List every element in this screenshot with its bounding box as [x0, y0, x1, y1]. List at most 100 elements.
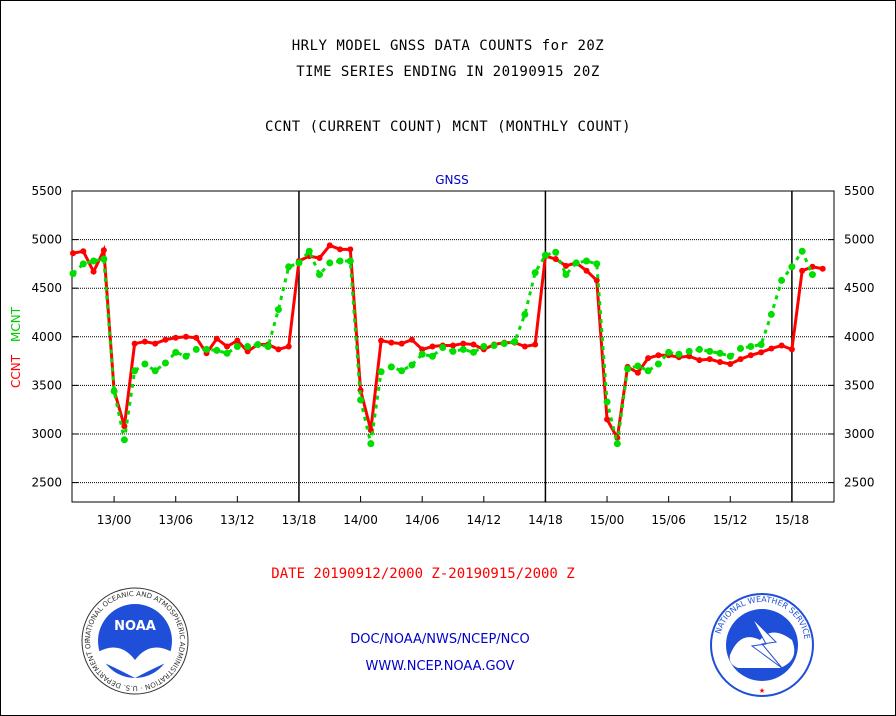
y-tick-label-right: 4500: [844, 281, 875, 295]
header-subtitle: CCNT (CURRENT COUNT) MCNT (MONTHLY COUNT…: [264, 119, 632, 135]
data-point-mcnt: [572, 259, 580, 267]
data-point-ccnt: [727, 360, 734, 367]
x-tick-label: 15/00: [590, 513, 625, 527]
data-point-mcnt: [418, 350, 426, 358]
data-point-ccnt: [419, 346, 426, 353]
x-tick-label: 15/12: [713, 513, 748, 527]
data-point-ccnt: [152, 340, 159, 347]
data-point-mcnt: [131, 367, 139, 375]
data-point-mcnt: [100, 255, 108, 263]
nws-logo: NATIONAL WEATHER SERVICE ★: [710, 593, 814, 697]
data-point-mcnt: [387, 363, 395, 371]
data-point-mcnt: [716, 349, 724, 357]
website-link[interactable]: WWW.NCEP.NOAA.GOV: [365, 659, 515, 674]
header-title-line1: HRLY MODEL GNSS DATA COUNTS for 20Z: [291, 38, 605, 54]
data-point-ccnt: [593, 277, 600, 284]
data-point-mcnt: [192, 345, 200, 353]
data-point-ccnt: [788, 346, 795, 353]
y-axis-label-mcnt: MCNT: [9, 306, 23, 342]
data-point-mcnt: [223, 349, 231, 357]
data-point-ccnt: [634, 369, 641, 376]
y-tick-label-left: 3000: [31, 427, 62, 441]
data-point-mcnt: [480, 343, 488, 350]
data-point-mcnt: [757, 341, 765, 349]
data-point-mcnt: [459, 345, 467, 353]
date-range: DATE 20190912/2000 Z-20190915/2000 Z: [271, 566, 575, 582]
data-point-ccnt: [686, 353, 693, 360]
data-point-ccnt: [747, 352, 754, 359]
data-point-mcnt: [295, 259, 303, 267]
data-point-ccnt: [532, 341, 539, 348]
data-point-ccnt: [90, 268, 97, 275]
data-point-mcnt: [244, 343, 252, 350]
y-tick-label-right: 3000: [844, 427, 875, 441]
data-point-mcnt: [675, 350, 683, 358]
data-point-ccnt: [378, 337, 385, 344]
data-point-mcnt: [367, 440, 375, 448]
data-point-ccnt: [583, 267, 590, 274]
data-point-mcnt: [531, 269, 539, 277]
data-point-mcnt: [285, 263, 293, 271]
data-point-ccnt: [521, 343, 528, 350]
data-point-ccnt: [758, 349, 765, 356]
data-point-ccnt: [316, 255, 323, 262]
x-tick-label: 15/18: [775, 513, 810, 527]
data-point-ccnt: [450, 342, 456, 349]
y-tick-label-left: 4500: [31, 281, 62, 295]
data-point-mcnt: [511, 338, 519, 346]
y-tick-label-right: 4000: [844, 330, 875, 344]
data-point-mcnt: [233, 343, 241, 350]
data-point-mcnt: [808, 271, 816, 279]
x-tick-label: 13/00: [97, 513, 132, 527]
nws-star-icon: ★: [759, 685, 765, 696]
data-point-mcnt: [490, 342, 498, 350]
data-point-ccnt: [224, 343, 231, 350]
x-tick-label: 14/12: [467, 513, 502, 527]
data-point-ccnt: [121, 423, 128, 430]
x-tick-label: 13/12: [220, 513, 255, 527]
data-point-mcnt: [552, 248, 560, 256]
data-point-mcnt: [798, 247, 806, 255]
data-point-mcnt: [470, 348, 478, 356]
data-point-mcnt: [603, 398, 611, 406]
data-point-mcnt: [665, 348, 673, 356]
data-point-mcnt: [726, 352, 734, 360]
data-point-ccnt: [182, 333, 189, 340]
data-point-ccnt: [696, 357, 703, 364]
data-point-mcnt: [747, 343, 755, 350]
axis-labels: 2500 2500 3000 3000 3500 3500 4000 4000 4500 4500…: [31, 184, 874, 527]
y-tick-label-right: 5000: [844, 233, 875, 247]
data-point-mcnt: [213, 346, 221, 354]
data-point-mcnt: [439, 343, 447, 351]
y-tick-label-right: 2500: [844, 476, 875, 490]
data-point-mcnt: [644, 367, 652, 375]
data-point-mcnt: [110, 387, 118, 395]
y-tick-label-right: 5500: [844, 184, 875, 198]
data-point-mcnt: [357, 396, 365, 404]
data-point-ccnt: [234, 337, 241, 344]
data-point-ccnt: [388, 339, 395, 346]
data-point-mcnt: [203, 345, 211, 353]
data-point-ccnt: [778, 342, 785, 349]
y-tick-label-left: 2500: [31, 476, 62, 490]
data-point-mcnt: [326, 259, 334, 267]
data-point-mcnt: [788, 263, 796, 271]
data-point-ccnt: [819, 265, 826, 272]
data-point-ccnt: [398, 340, 405, 347]
data-point-ccnt: [408, 336, 415, 343]
data-point-ccnt: [213, 335, 220, 342]
data-point-ccnt: [244, 348, 251, 355]
data-point-mcnt: [593, 260, 601, 268]
y-tick-label-left: 5000: [31, 233, 62, 247]
data-point-ccnt: [275, 346, 282, 353]
data-point-mcnt: [778, 276, 786, 284]
data-point-ccnt: [141, 338, 148, 345]
data-point-mcnt: [521, 310, 529, 318]
data-point-ccnt: [326, 242, 333, 249]
data-point-mcnt: [737, 344, 745, 352]
data-point-ccnt: [172, 334, 179, 341]
data-point-mcnt: [315, 271, 323, 279]
data-point-mcnt: [767, 310, 775, 318]
data-point-ccnt: [162, 336, 169, 343]
data-point-mcnt: [654, 360, 662, 368]
